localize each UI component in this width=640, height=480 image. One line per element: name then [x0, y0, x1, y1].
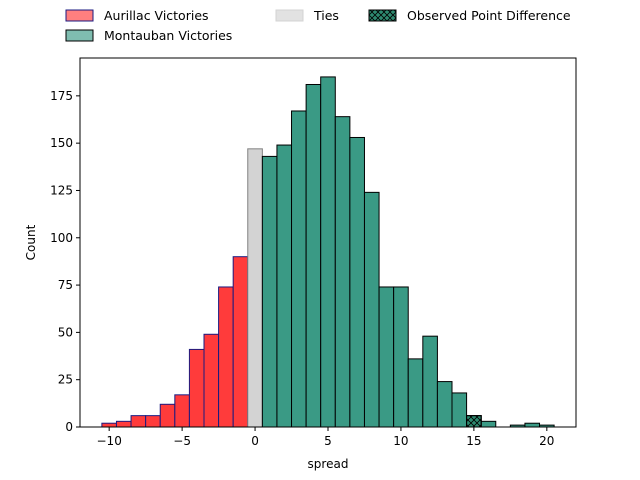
- legend-swatch: [65, 29, 94, 42]
- legend-swatch: [65, 9, 94, 22]
- y-tick-label: 100: [50, 231, 73, 245]
- x-axis-title: spread: [308, 457, 349, 471]
- bars: [101, 76, 555, 428]
- histogram-bar: [261, 155, 278, 428]
- histogram-bar: [115, 420, 132, 428]
- legend-swatch-hatch: [368, 9, 397, 22]
- histogram-bar: [393, 286, 409, 428]
- y-tick-label: 25: [58, 373, 73, 387]
- legend-item: Aurillac Victories: [65, 8, 209, 23]
- histogram-bar: [378, 286, 395, 428]
- y-tick-label: 0: [65, 420, 73, 434]
- y-tick-label: 50: [58, 325, 73, 339]
- legend-item: Ties: [275, 8, 339, 23]
- histogram-bar: [480, 420, 497, 428]
- y-tick-label: 75: [58, 278, 73, 292]
- histogram-bar: [232, 256, 249, 428]
- histogram-bar: [145, 415, 161, 428]
- legend-label: Montauban Victories: [104, 28, 232, 43]
- histogram-bar: [334, 116, 351, 428]
- histogram-bar: [101, 422, 117, 428]
- x-tick-label: 0: [251, 434, 259, 448]
- histogram-bar: [291, 110, 307, 428]
- histogram-bar: [320, 76, 336, 428]
- legend-swatch: [275, 9, 304, 22]
- histogram-bar: [363, 191, 380, 428]
- histogram-bar: [174, 394, 190, 428]
- histogram-bar: [203, 333, 220, 428]
- x-tick-label: −10: [97, 434, 122, 448]
- histogram-bar: [407, 358, 424, 428]
- legend-label: Observed Point Difference: [407, 8, 571, 23]
- y-tick-label: 150: [50, 136, 73, 150]
- observed-point-difference-hatch: [466, 415, 482, 428]
- legend: Aurillac Victories Montauban Victories Tie…: [65, 8, 571, 43]
- x-tick-label: 5: [324, 434, 332, 448]
- histogram-bar: [436, 381, 453, 428]
- histogram-bar: [218, 286, 234, 428]
- histogram-bar: [276, 144, 293, 428]
- legend-item: Observed Point Difference: [368, 8, 571, 23]
- y-axis-title: Count: [24, 224, 38, 260]
- histogram-bar: [188, 348, 205, 428]
- legend-item: Montauban Victories: [65, 28, 232, 43]
- y-tick-label: 125: [50, 183, 73, 197]
- histogram-bar: [524, 422, 541, 428]
- x-tick-label: 20: [539, 434, 554, 448]
- histogram-bar: [349, 136, 365, 428]
- x-tick-label: 15: [466, 434, 481, 448]
- histogram-bar: [247, 148, 263, 428]
- histogram-bar: [451, 392, 468, 428]
- legend-label: Ties: [313, 8, 339, 23]
- x-tick-label: 10: [393, 434, 408, 448]
- histogram-bar: [130, 415, 147, 428]
- y-tick-label: 175: [50, 89, 73, 103]
- histogram-bar: [422, 335, 438, 428]
- histogram-bar: [159, 403, 176, 428]
- histogram-bar: [305, 83, 322, 428]
- legend-label: Aurillac Victories: [104, 8, 209, 23]
- x-tick-label: −5: [173, 434, 191, 448]
- axes: −10 −5 0 5 10 15 20 0 25 50 75 100 125 150 175: [50, 57, 577, 448]
